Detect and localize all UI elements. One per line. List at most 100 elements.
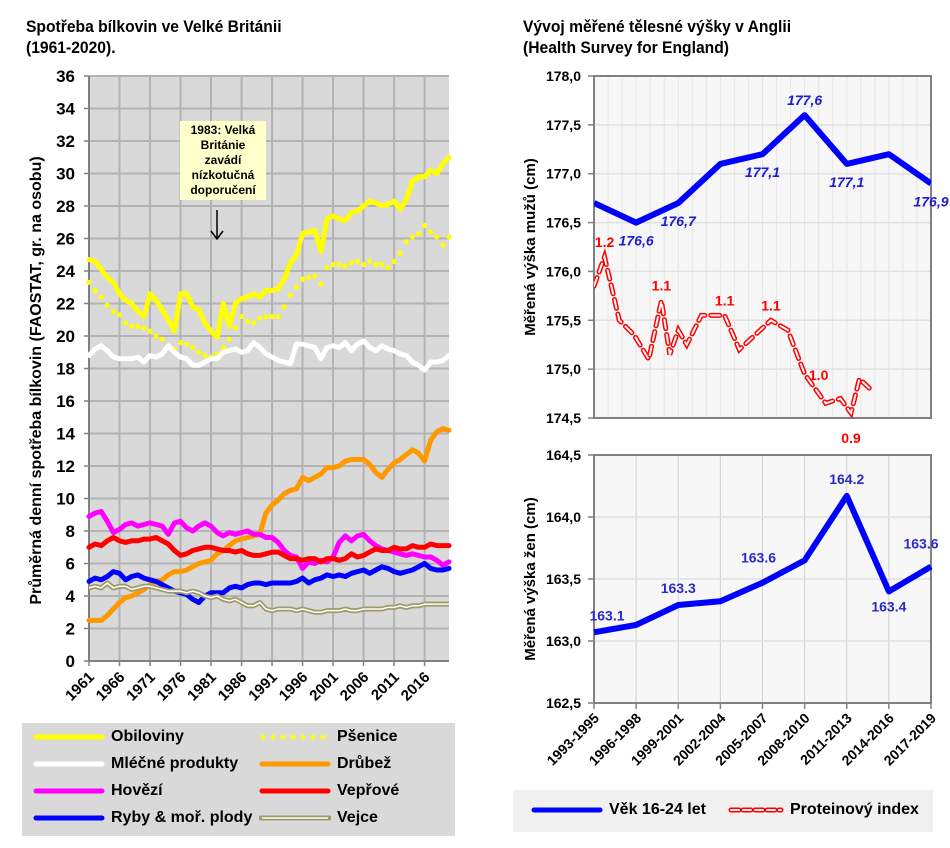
data-point-psenice: [116, 312, 123, 318]
data-point-psenice: [190, 344, 196, 350]
y-tick-label: 20: [56, 327, 75, 346]
legend-item-vek: Věk 16-24 let: [531, 801, 706, 819]
series-line-ryby-mor-plody: [86, 561, 452, 605]
legend-swatch-line: [259, 815, 331, 821]
legend-swatch-line: [259, 761, 331, 767]
y-tick-label: 164,0: [546, 509, 581, 525]
x-tick-label: 1991: [245, 669, 281, 705]
data-point-psenice: [281, 304, 287, 310]
series-line-women-height: [593, 492, 933, 636]
y-tick-label: 24: [56, 262, 75, 281]
legend-label: Ryby & moř. plody: [111, 809, 253, 826]
data-point-psenice: [141, 325, 147, 331]
y-tick-label: 163,5: [546, 571, 581, 587]
y-tick-label: 30: [56, 165, 75, 184]
right-title-line-1: Vývoj měřené tělesné výšky v Anglii: [523, 17, 792, 36]
data-point-psenice: [312, 273, 318, 279]
x-tick-label: 2011: [368, 669, 403, 704]
data-label-women-height: 164.2: [829, 471, 864, 487]
left-chart-title: Spotřeba bílkovin ve Velké Británii (196…: [26, 16, 282, 58]
x-tick-label: 2006: [337, 669, 373, 705]
legend-swatch: [259, 756, 331, 772]
data-point-psenice: [110, 309, 117, 315]
y-tick-label: 36: [56, 67, 75, 86]
data-label-men-height: 177,1: [829, 174, 864, 190]
y-tick-label: 12: [56, 457, 75, 476]
data-point-psenice: [348, 260, 354, 266]
legend-dot: [320, 734, 326, 740]
data-point-psenice: [86, 279, 92, 285]
legend-item-psenice: Pšenice: [259, 728, 397, 746]
data-point-psenice: [257, 315, 263, 321]
y-tick-label: 162,5: [546, 695, 581, 711]
data-point-psenice: [287, 292, 293, 298]
x-tick-label: 1981: [184, 669, 220, 705]
data-label-proteinovy-index: 1.1: [715, 292, 735, 308]
data-point-psenice: [226, 336, 232, 342]
data-point-psenice: [446, 234, 452, 240]
data-label-women-height: 163.1: [589, 607, 624, 623]
legend-item-veprove: Vepřové: [259, 782, 399, 800]
data-label-women-height: 163.3: [661, 580, 696, 596]
data-label-men-height: 176,6: [619, 233, 654, 249]
data-label-men-height: 176,9: [913, 193, 948, 209]
data-point-psenice: [342, 263, 348, 269]
data-point-psenice: [220, 344, 226, 350]
data-label-women-height: 163.6: [903, 536, 938, 552]
data-point-psenice: [379, 261, 385, 268]
y-tick-label: 174,5: [546, 410, 581, 426]
legend-dot: [300, 734, 306, 740]
x-tick-label: 1976: [154, 669, 190, 705]
y-axis-label: Měřená výška mužů (cm): [522, 158, 539, 336]
y-tick-label: 2: [66, 620, 75, 639]
annotation-line: doporučení: [190, 183, 256, 197]
y-tick-label: 176,0: [546, 263, 581, 279]
y-axis-label: Průměrná denní spotřeba bílkovin (FAOSTA…: [28, 156, 45, 604]
annotation-line: Británie: [200, 138, 246, 152]
legend-swatch: [259, 810, 331, 826]
y-tick-label: 177,5: [546, 117, 581, 133]
y-tick-label: 164,5: [546, 447, 581, 463]
legend-label: Vejce: [337, 809, 378, 826]
data-point-psenice: [367, 258, 373, 264]
x-tick-label: 2001: [306, 669, 342, 705]
data-point-psenice: [397, 250, 403, 256]
legend-label: Mléčné produkty: [111, 755, 239, 772]
y-tick-label: 163,0: [546, 633, 581, 649]
right-title-line-2: (Health Survey for England): [523, 38, 729, 57]
series-line-proteinovy-index-inner: [594, 253, 871, 416]
data-point-psenice: [159, 336, 165, 342]
y-tick-label: 8: [66, 522, 75, 541]
data-point-psenice: [391, 258, 397, 264]
legend-label: Obiloviny: [111, 728, 184, 745]
data-point-psenice: [92, 287, 98, 294]
y-tick-label: 22: [56, 295, 75, 314]
left-legend: Obiloviny Pšenice Mléčné produkty Drůbež…: [22, 723, 455, 836]
data-point-psenice: [415, 231, 422, 237]
legend-item-proteinovy-index: Proteinový index: [728, 801, 919, 819]
annotation-line: zavádí: [204, 153, 242, 167]
data-point-psenice: [147, 328, 153, 334]
legend-dot: [270, 734, 276, 740]
annotation-arrowhead: [210, 230, 224, 241]
series-line-obiloviny: [86, 154, 452, 341]
legend-swatch-line: [531, 807, 603, 813]
y-tick-label: 10: [56, 490, 75, 509]
legend-swatch: [33, 783, 105, 799]
data-point-psenice: [184, 341, 190, 347]
annotation-1983: 1983: Velká Británie zavádí nízkotučná d…: [180, 121, 266, 200]
data-point-psenice: [196, 349, 202, 355]
data-label-proteinovy-index: 1.2: [595, 234, 615, 250]
data-point-psenice: [129, 323, 135, 329]
y-tick-label: 18: [56, 360, 75, 379]
plot-frame: [593, 75, 932, 419]
legend-swatch-line: [33, 815, 105, 821]
data-point-psenice: [275, 313, 281, 320]
legend-swatch-line: [33, 788, 105, 794]
legend-swatch: [531, 802, 603, 818]
legend-dot: [260, 734, 266, 740]
data-point-psenice: [421, 222, 428, 229]
legend-label: Hovězí: [111, 782, 163, 799]
legend-label: Pšenice: [337, 728, 398, 745]
